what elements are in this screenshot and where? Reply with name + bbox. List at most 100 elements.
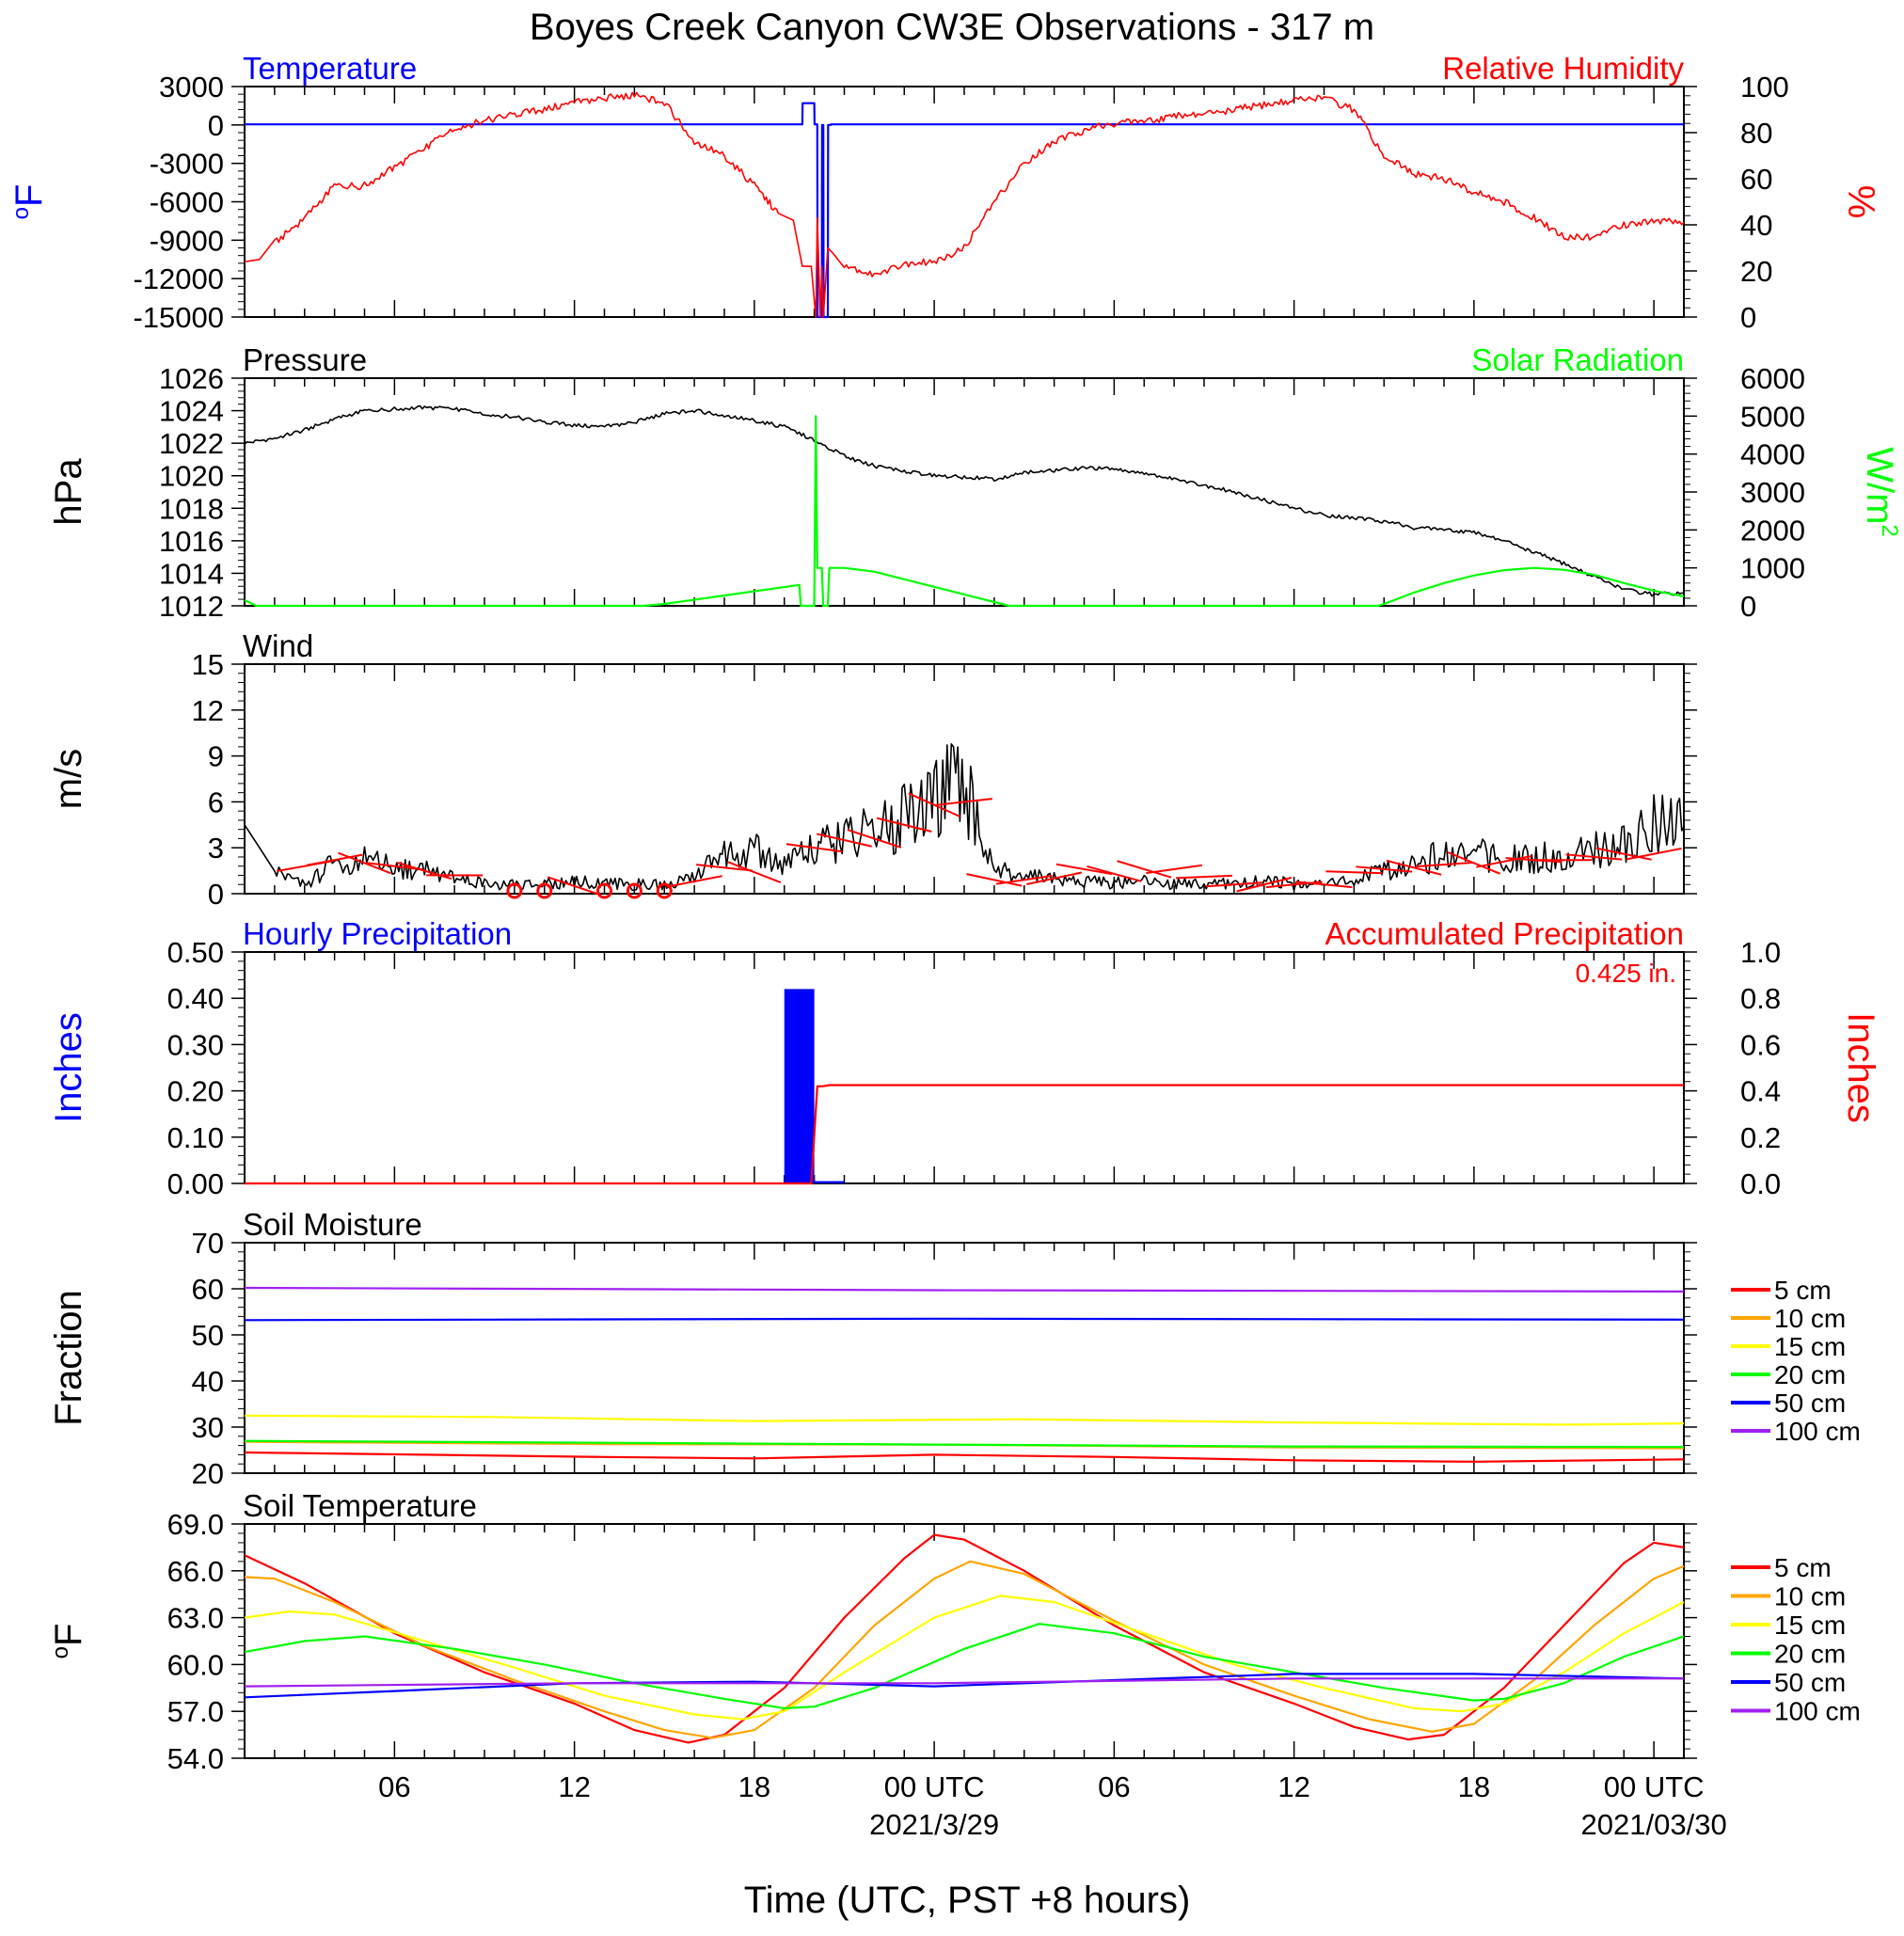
y-tick-label-right: 6000 bbox=[1740, 362, 1805, 395]
y-tick-label-left: 9 bbox=[208, 740, 224, 773]
y-axis-title-left: m/s bbox=[48, 749, 89, 809]
y-tick-label-left: 60.0 bbox=[167, 1648, 224, 1681]
precip-bar bbox=[784, 989, 815, 1183]
x-tick-label: 06 bbox=[1098, 1770, 1130, 1803]
panel-title-left: Soil Moisture bbox=[243, 1207, 422, 1242]
y-tick-label-left: 66.0 bbox=[167, 1555, 224, 1588]
y-tick-label-left: 6 bbox=[208, 786, 224, 818]
chart-title: Boyes Creek Canyon CW3E Observations - 3… bbox=[530, 7, 1374, 48]
y-tick-label-left: 0 bbox=[208, 109, 224, 142]
plot-frame bbox=[244, 1523, 1685, 1759]
y-axis-title-right: Inches bbox=[1840, 1012, 1881, 1123]
wind-barb bbox=[666, 875, 722, 888]
x-tick-label: 12 bbox=[1277, 1770, 1309, 1803]
y-tick-label-left: 1018 bbox=[159, 492, 224, 525]
wind-barb bbox=[547, 876, 602, 897]
panel-title-left: Hourly Precipitation bbox=[243, 916, 512, 951]
panel-4: 0.50 0.40 0.30 0.20 0.10 0.00 1.0 0.8 0.6 0.4 0.2 0… bbox=[48, 916, 1881, 1200]
wind-barb bbox=[1026, 871, 1083, 885]
legend-label: 50 cm bbox=[1774, 1389, 1846, 1418]
y-tick-label-right: 2000 bbox=[1740, 514, 1805, 547]
y-tick-label-left: 40 bbox=[192, 1365, 224, 1398]
y-tick-label-right: 0.8 bbox=[1740, 982, 1781, 1015]
wind-barb bbox=[1565, 853, 1623, 861]
y-tick-label-right: 20 bbox=[1740, 255, 1772, 288]
panel-title-left: Temperature bbox=[243, 51, 417, 86]
y-tick-label-right: 40 bbox=[1740, 209, 1772, 242]
y-tick-label-left: 1022 bbox=[159, 427, 224, 460]
series-line bbox=[244, 415, 1685, 608]
wind-barb bbox=[1295, 881, 1353, 889]
legend-label: 10 cm bbox=[1774, 1304, 1846, 1333]
panel-1: 3000 0 -3000 -6000 -9000 -12000 -15000 100 80 60 4… bbox=[8, 51, 1881, 334]
y-tick-label-right: 0.2 bbox=[1740, 1121, 1781, 1154]
y-tick-label-left: 69.0 bbox=[167, 1508, 224, 1541]
y-tick-label-left: -6000 bbox=[150, 186, 224, 219]
legend-label: 100 cm bbox=[1774, 1417, 1861, 1446]
y-tick-label-left: 0.10 bbox=[167, 1121, 224, 1154]
legend-label: 20 cm bbox=[1774, 1360, 1846, 1389]
wind-barb bbox=[1055, 863, 1113, 876]
y-tick-label-left: 70 bbox=[192, 1227, 224, 1260]
y-tick-label-right: 60 bbox=[1740, 163, 1772, 196]
y-tick-label-right: 0.6 bbox=[1740, 1028, 1781, 1061]
y-tick-label-left: 60 bbox=[192, 1273, 224, 1306]
y-tick-label-left: 0.40 bbox=[167, 982, 224, 1015]
y-tick-label-left: 1014 bbox=[159, 557, 224, 590]
wind-barb bbox=[966, 873, 1023, 887]
series-line-15cm bbox=[244, 1595, 1685, 1721]
panel-title-right: Relative Humidity bbox=[1442, 51, 1684, 86]
y-tick-label-right: 5000 bbox=[1740, 400, 1805, 433]
y-axis-title-left: Inches bbox=[48, 1012, 89, 1123]
x-tick-label: 00 UTC bbox=[1604, 1770, 1705, 1803]
wind-barb bbox=[1476, 855, 1532, 868]
series-line-50cm bbox=[244, 1673, 1685, 1699]
time-axis: 06 12 18 00 UTC 06 12 18 00 UTC 2021/3/29 2021/03… bbox=[378, 1770, 1727, 1841]
wind-barb bbox=[1205, 881, 1262, 888]
y-tick-label-left: 50 bbox=[192, 1319, 224, 1352]
x-tick-label: 12 bbox=[558, 1770, 590, 1803]
y-tick-label-right: 100 bbox=[1740, 71, 1789, 103]
y-tick-label-left: 0.00 bbox=[167, 1167, 224, 1200]
y-tick-label-left: 20 bbox=[192, 1457, 224, 1490]
x-tick-label: 06 bbox=[378, 1770, 410, 1803]
calm-wind-marker bbox=[536, 882, 553, 899]
plot-frame bbox=[244, 377, 1685, 607]
x-axis-label: Time (UTC, PST +8 hours) bbox=[744, 1880, 1191, 1921]
legend-label: 15 cm bbox=[1774, 1611, 1846, 1640]
panel-title-left: Pressure bbox=[243, 342, 367, 377]
y-tick-label-left: 1020 bbox=[159, 460, 224, 493]
wind-barb bbox=[1146, 864, 1202, 875]
series-line-50cm bbox=[244, 1317, 1685, 1322]
wind-barb bbox=[1325, 870, 1383, 875]
legend-label: 5 cm bbox=[1774, 1276, 1832, 1305]
plot-frame bbox=[244, 1242, 1685, 1474]
plot-frame bbox=[244, 663, 1685, 895]
panel-6: 69.0 66.0 63.0 60.0 57.0 54.0 Soil Temperature… bbox=[48, 1488, 1861, 1775]
wind-barb bbox=[306, 853, 363, 866]
y-tick-label-left: 30 bbox=[192, 1411, 224, 1444]
calm-wind-marker bbox=[506, 882, 523, 899]
y-tick-label-right: 0 bbox=[1740, 590, 1756, 623]
y-axis-title-left: oF bbox=[8, 184, 50, 220]
wind-barb bbox=[936, 798, 992, 806]
wind-barb bbox=[696, 864, 753, 872]
y-tick-label-left: 1026 bbox=[159, 362, 224, 395]
wind-barb bbox=[727, 861, 782, 884]
y-tick-label-left: -3000 bbox=[150, 148, 224, 181]
x-date-label: 2021/3/29 bbox=[869, 1808, 999, 1841]
panel-5: 70 60 50 40 30 20 Soil Moisture Fraction 5 cm10 … bbox=[48, 1207, 1861, 1490]
y-tick-label-left: 54.0 bbox=[167, 1742, 224, 1775]
calm-wind-marker bbox=[656, 882, 673, 899]
y-tick-label-left: 1012 bbox=[159, 590, 224, 623]
wind-barb bbox=[876, 817, 932, 833]
x-tick-label: 18 bbox=[1458, 1770, 1490, 1803]
y-tick-label-left: 3000 bbox=[159, 71, 224, 103]
wind-barb bbox=[1236, 877, 1293, 893]
y-axis-title-left: Fraction bbox=[48, 1290, 89, 1426]
wind-barb bbox=[1595, 847, 1652, 861]
y-tick-label-left: 12 bbox=[192, 694, 224, 727]
wind-barb bbox=[1447, 851, 1501, 875]
wind-barb bbox=[397, 862, 452, 881]
